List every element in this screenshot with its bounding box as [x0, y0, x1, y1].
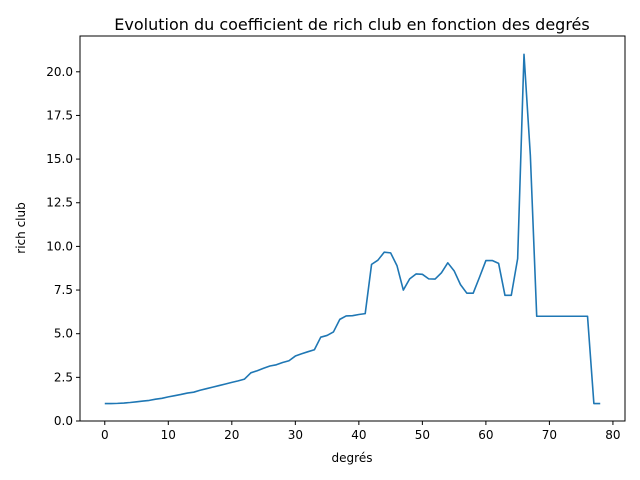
x-axis: 0 10 20 30 40 50 60 70 80 — [101, 421, 621, 442]
y-tick-label: 20.0 — [46, 65, 73, 79]
x-tick-label: 60 — [478, 428, 493, 442]
x-tick-label: 10 — [161, 428, 176, 442]
x-tick-label: 40 — [351, 428, 366, 442]
y-tick-label: 12.5 — [46, 196, 73, 210]
plot-frame — [79, 35, 626, 422]
plot-area — [79, 35, 626, 422]
chart-title: Evolution du coefficient de rich club en… — [114, 15, 589, 34]
y-tick-label: 15.0 — [46, 152, 73, 166]
y-tick-label: 2.5 — [54, 370, 73, 384]
x-tick-label: 20 — [224, 428, 239, 442]
y-tick-label: 17.5 — [46, 108, 73, 122]
x-tick-label: 80 — [605, 428, 620, 442]
x-tick-label: 70 — [542, 428, 557, 442]
x-tick-label: 0 — [101, 428, 109, 442]
y-tick-label: 7.5 — [54, 283, 73, 297]
y-tick-label: 0.0 — [54, 414, 73, 428]
x-tick-label: 30 — [288, 428, 303, 442]
y-axis-label: rich club — [14, 202, 28, 253]
y-axis: 0.0 2.5 5.0 7.5 10.0 12.5 15.0 17.5 20.0 — [46, 65, 80, 428]
y-tick-label: 10.0 — [46, 239, 73, 253]
x-axis-label: degrés — [332, 451, 373, 465]
series-line — [104, 53, 601, 405]
x-tick-label: 50 — [415, 428, 430, 442]
y-tick-label: 5.0 — [54, 327, 73, 341]
